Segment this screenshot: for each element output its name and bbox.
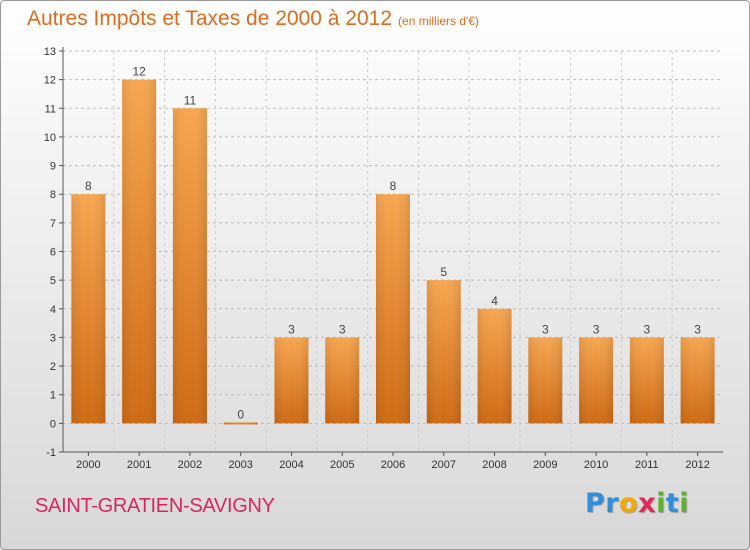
bar-value-label: 3: [339, 322, 346, 336]
x-tick-label: 2012: [685, 459, 709, 471]
y-tick-label: 4: [50, 304, 56, 316]
x-tick-label: 2001: [127, 459, 151, 471]
y-tick-label: 10: [44, 132, 56, 144]
x-tick-label: 2000: [76, 459, 100, 471]
bars: [71, 79, 715, 425]
bar-value-label: 5: [440, 265, 447, 279]
x-tick-label: 2008: [482, 459, 506, 471]
logo-letter: i: [656, 488, 666, 519]
y-tick-label: 11: [45, 103, 56, 115]
chart-title: Autres Impôts et Taxes de 2000 à 2012 (en…: [27, 7, 479, 31]
logo-letter: i: [679, 488, 690, 519]
bar-shade: [629, 337, 664, 424]
logo-letter: t: [665, 488, 680, 519]
bar-shade: [376, 194, 410, 424]
bar-value-label: 8: [85, 179, 92, 193]
y-tick-label: 7: [50, 218, 56, 230]
y-tick-label: -1: [46, 447, 56, 459]
y-tick-label: 13: [44, 46, 56, 58]
bar-value-label: 3: [694, 322, 701, 336]
y-tick-label: 5: [50, 275, 56, 287]
logo-letter: P: [585, 488, 606, 519]
bar-value-label: 0: [237, 407, 244, 421]
bar-shade: [477, 308, 512, 424]
x-tick-label: 2007: [432, 459, 456, 471]
bar-shade: [172, 108, 207, 424]
x-tick-label: 2003: [228, 459, 252, 471]
bar-value-label: 11: [184, 93, 197, 107]
y-tick-label: 1: [50, 390, 56, 402]
logo-letter: r: [605, 488, 620, 519]
bar-shade: [71, 194, 106, 424]
proxiti-logo: Proxiti: [585, 488, 689, 519]
x-tick-label: 2004: [279, 459, 303, 471]
bar-value-label: 12: [132, 65, 146, 79]
logo-letter: x: [638, 488, 657, 519]
y-tick-label: 0: [50, 418, 56, 430]
x-tick-label: 2011: [635, 459, 659, 471]
bar-shade: [426, 280, 461, 424]
place-name: SAINT-GRATIEN-SAVIGNY: [35, 495, 275, 517]
bar-value-label: 4: [491, 294, 498, 308]
bar-value-label: 3: [593, 322, 600, 336]
labels: 8 2000 12 2001 11 2002 0 2003 3 2004 3 2005 8 2006 5 20…: [76, 65, 710, 471]
y-tick-label: 8: [50, 189, 56, 201]
bar-shade: [325, 337, 360, 424]
bar-value-label: 3: [542, 322, 549, 336]
bar-shade: [680, 337, 715, 424]
x-tick-label: 2002: [178, 459, 202, 471]
bar-shade: [528, 337, 563, 424]
bar-shade: [579, 337, 614, 424]
chart-subtitle: (en milliers d'€): [398, 14, 480, 28]
bar-shade: [274, 337, 309, 424]
logo-letter: o: [619, 488, 639, 519]
chart-title-text: Autres Impôts et Taxes de 2000 à 2012: [27, 7, 393, 30]
x-tick-label: 2005: [330, 459, 354, 471]
bar-shade: [223, 422, 258, 425]
y-tick-label: 12: [44, 75, 56, 87]
bar-shade: [122, 79, 157, 424]
x-tick-label: 2009: [533, 459, 557, 471]
y-tick-label: 2: [50, 361, 56, 373]
x-tick-label: 2010: [584, 459, 608, 471]
y-tick-label: 3: [50, 332, 56, 344]
bar-value-label: 3: [288, 322, 295, 336]
x-tick-label: 2006: [381, 459, 405, 471]
bar-value-label: 8: [390, 179, 397, 193]
y-tick-label: 9: [50, 161, 56, 173]
y-tick-label: 6: [50, 247, 56, 259]
bar-value-label: 3: [644, 322, 651, 336]
